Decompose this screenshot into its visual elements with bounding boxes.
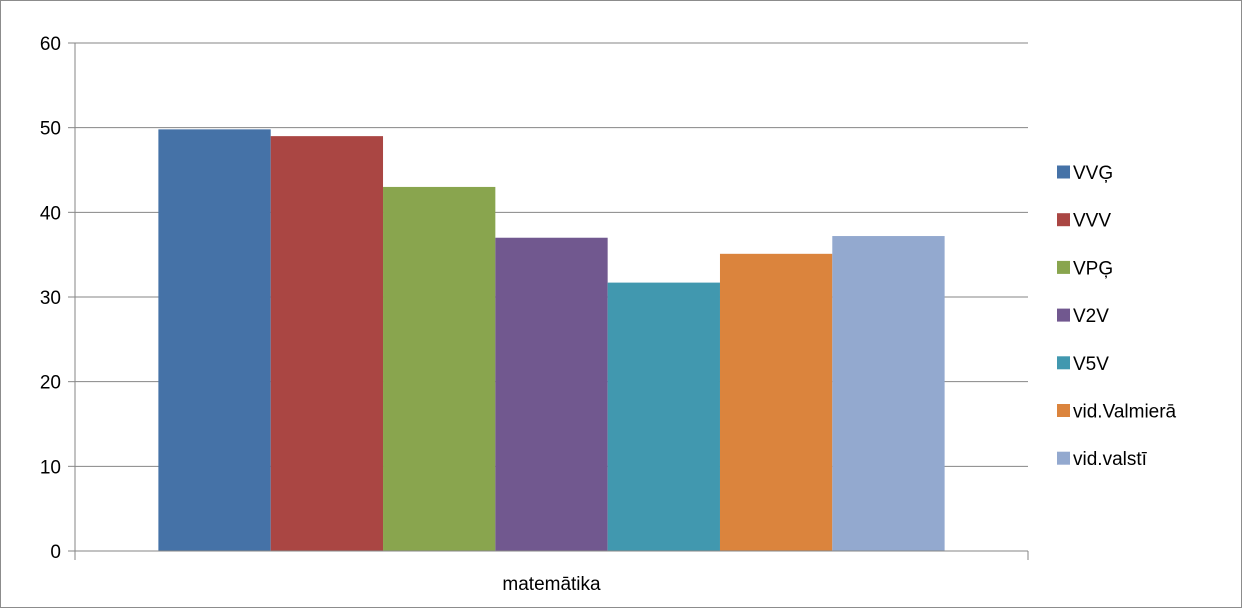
legend-label-v2v: V2V <box>1073 306 1109 327</box>
tick-labels: 0 10 20 30 40 50 60 matemātika <box>40 34 601 595</box>
bar-v5v <box>607 282 720 551</box>
legend-swatch-vid-valst- <box>1057 451 1070 465</box>
bar-vp- <box>383 186 496 551</box>
x-tick-label-0: matemātika <box>502 574 601 595</box>
legend-swatch-vid-valmier- <box>1057 404 1070 417</box>
legend-label-vid-valmier-: vid.Valmierā <box>1073 402 1177 423</box>
y-tick-label-30: 30 <box>40 288 61 309</box>
legend-label-vv-: VVĢ <box>1073 163 1113 184</box>
bar-vid-valmier- <box>719 253 833 551</box>
bars <box>158 129 945 552</box>
legend-swatch-v5v <box>1057 356 1070 370</box>
bar-v2v <box>495 237 608 551</box>
legend-swatch-vv- <box>1057 165 1070 179</box>
legend-label-vid-valst-: vid.valstī <box>1073 449 1148 470</box>
legend-label-v5v: V5V <box>1073 354 1109 375</box>
y-tick-label-50: 50 <box>40 119 61 140</box>
legend-swatch-vp- <box>1057 260 1070 274</box>
y-tick-label-20: 20 <box>40 373 61 394</box>
y-tick-label-40: 40 <box>40 203 61 224</box>
bar-vv- <box>158 129 271 552</box>
legend: VVĢ VVV VPĢ V2V V5V vid.Valmierā vid.valstī <box>1057 163 1177 470</box>
y-tick-label-10: 10 <box>40 457 61 478</box>
legend-label-vvv: VVV <box>1073 211 1111 232</box>
legend-label-vp-: VPĢ <box>1073 258 1113 279</box>
y-tick-label-60: 60 <box>40 34 61 55</box>
bar-vvv <box>270 136 384 551</box>
legend-swatch-vvv <box>1057 213 1070 227</box>
legend-swatch-v2v <box>1057 308 1070 322</box>
axes <box>68 42 1029 560</box>
y-tick-label-0: 0 <box>50 542 61 563</box>
bar-vid-valst- <box>832 236 945 552</box>
